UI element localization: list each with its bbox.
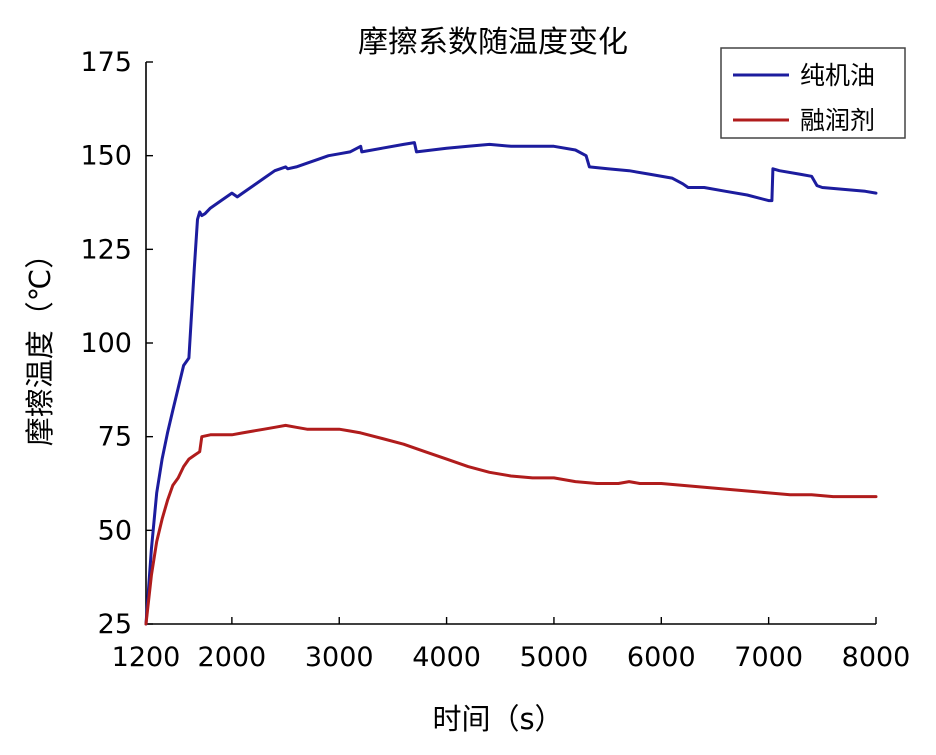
x-tick-label: 4000 [412,642,481,673]
y-tick-label: 50 [98,515,132,546]
chart-title: 摩擦系数随温度变化 [358,25,628,60]
y-tick-label: 75 [98,422,132,453]
x-tick-label: 5000 [520,642,589,673]
y-axis-label: 摩擦温度（℃） [23,240,57,447]
x-tick-label: 1200 [112,642,181,673]
y-axis-ticks: 25 50 75 100 125 150 175 [80,47,153,640]
legend-box [720,47,906,139]
y-tick-label: 175 [80,47,132,78]
x-tick-label: 8000 [842,642,911,673]
y-tick-label: 125 [80,234,132,265]
x-axis-ticks: 1200 2000 3000 4000 5000 6000 7000 8000 [112,617,911,673]
x-tick-label: 6000 [627,642,696,673]
y-tick-label: 25 [98,609,132,640]
legend-label: 纯机油 [800,61,875,90]
x-axis-label: 时间（s） [432,702,563,736]
x-tick-label: 7000 [734,642,803,673]
y-tick-label: 100 [80,328,132,359]
series-line-2 [144,423,878,626]
series-lines [144,141,878,626]
y-tick-label: 150 [80,141,132,172]
x-tick-label: 3000 [305,642,374,673]
legend-label: 融润剂 [800,106,875,135]
series-line-1 [144,141,878,626]
x-tick-label: 2000 [198,642,267,673]
